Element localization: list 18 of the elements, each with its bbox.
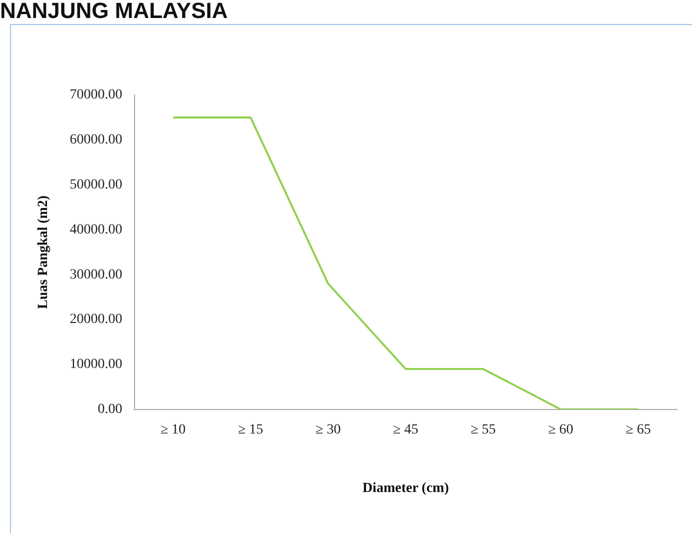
y-tick-label: 30000.00 <box>70 267 122 282</box>
x-tick-label: ≥ 45 <box>393 422 418 438</box>
y-tick-label: 0.00 <box>98 402 122 418</box>
x-tick-label: ≥ 10 <box>160 422 186 438</box>
y-tick-label: 70000.00 <box>70 88 122 103</box>
x-tick-label: ≥ 60 <box>548 422 574 438</box>
x-tick-label: ≥ 65 <box>626 422 651 438</box>
y-tick-label: 60000.00 <box>70 132 122 148</box>
y-tick-label: 20000.00 <box>70 312 122 328</box>
y-tick-label: 10000.00 <box>70 357 122 372</box>
y-tick-label: 50000.00 <box>70 178 122 192</box>
x-tick-label: ≥ 55 <box>470 422 496 438</box>
y-tick-label: 40000.00 <box>70 222 122 238</box>
x-axis-title: Diameter (cm) <box>362 481 450 496</box>
chart-title: NANJUNG MALAYSIA <box>0 0 228 23</box>
y-axis-title: Luas Pangkal (m2) <box>36 195 52 309</box>
x-tick-label: ≥ 30 <box>316 422 341 438</box>
x-tick-label: ≥ 15 <box>238 422 264 438</box>
